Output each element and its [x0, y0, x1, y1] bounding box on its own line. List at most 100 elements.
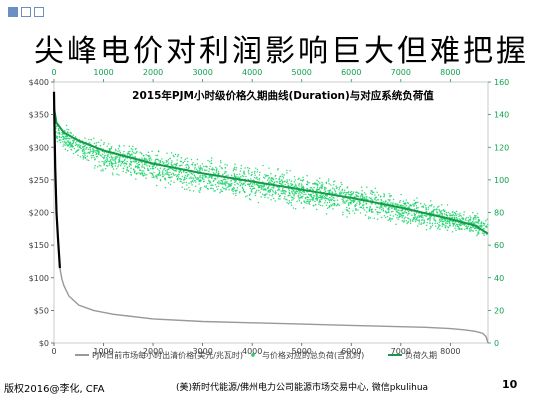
load-scatter-point: [156, 177, 158, 179]
load-scatter-point: [467, 221, 470, 223]
load-scatter-point: [387, 207, 390, 209]
load-scatter-point: [210, 176, 213, 178]
load-scatter-point: [415, 212, 418, 214]
load-scatter-point: [307, 196, 310, 199]
load-scatter-point: [208, 175, 211, 177]
load-scatter-point: [306, 202, 308, 205]
load-scatter-point: [129, 154, 131, 157]
load-scatter-point: [181, 164, 183, 166]
load-scatter-point: [400, 204, 403, 206]
load-scatter-point: [417, 215, 420, 217]
load-scatter-point: [238, 177, 241, 179]
right-y-tick-label: 60: [494, 241, 504, 250]
load-scatter-point: [73, 140, 75, 142]
load-scatter-point: [184, 158, 187, 160]
load-scatter-point: [309, 200, 312, 202]
load-scatter-point: [338, 187, 341, 189]
load-scatter-point: [332, 181, 335, 183]
load-scatter-point: [236, 187, 239, 189]
load-scatter-point: [403, 217, 406, 219]
load-scatter-point: [293, 197, 295, 199]
load-scatter-point: [122, 170, 124, 173]
load-scatter-point: [210, 168, 213, 171]
load-scatter-point: [199, 175, 201, 178]
load-scatter-point: [167, 163, 169, 166]
load-scatter-point: [465, 219, 467, 221]
load-scatter-point: [418, 219, 421, 221]
load-scatter-point: [142, 175, 145, 177]
load-scatter-point: [74, 136, 77, 138]
load-scatter-point: [302, 195, 304, 198]
load-scatter-point: [89, 146, 91, 149]
load-scatter-point: [415, 204, 418, 207]
load-scatter-point: [288, 201, 291, 204]
load-scatter-point: [236, 173, 238, 176]
load-scatter-point: [323, 187, 326, 189]
load-scatter-point: [167, 171, 169, 174]
load-scatter-point: [109, 153, 112, 155]
load-scatter-point: [304, 201, 306, 204]
load-scatter-point: [325, 204, 328, 207]
load-scatter-point: [149, 167, 152, 170]
load-scatter-point: [106, 158, 108, 161]
left-y-tick-label: $50: [34, 306, 49, 315]
load-scatter-point: [392, 202, 394, 204]
load-scatter-point: [203, 165, 205, 168]
load-scatter-point: [227, 185, 230, 188]
load-scatter-point: [300, 191, 302, 193]
load-scatter-point: [214, 183, 217, 186]
load-scatter-point: [130, 167, 132, 170]
load-scatter-point: [106, 165, 108, 167]
load-scatter-point: [129, 150, 131, 153]
load-scatter-point: [154, 166, 157, 169]
load-scatter-point: [199, 165, 202, 167]
load-scatter-point: [162, 170, 164, 172]
load-scatter-point: [481, 232, 484, 234]
load-scatter-point: [369, 206, 371, 209]
load-scatter-point: [194, 166, 196, 169]
load-scatter-point: [445, 214, 448, 217]
load-scatter-point: [169, 176, 172, 178]
load-scatter-point: [355, 207, 357, 210]
load-scatter-point: [286, 199, 288, 201]
load-scatter-point: [270, 179, 273, 182]
load-scatter-point: [130, 147, 133, 150]
load-scatter-point: [84, 137, 86, 139]
load-scatter-point: [452, 225, 454, 227]
load-scatter-point: [342, 211, 344, 213]
load-scatter-point: [386, 215, 389, 218]
load-scatter-point: [233, 168, 236, 171]
load-scatter-point: [224, 184, 227, 187]
load-scatter-point: [286, 169, 288, 172]
load-scatter-point: [110, 148, 112, 150]
load-scatter-point: [458, 227, 461, 230]
load-scatter-point: [473, 217, 475, 220]
load-scatter-point: [329, 198, 332, 201]
load-scatter-point: [433, 206, 435, 208]
load-scatter-point: [470, 216, 472, 219]
load-scatter-point: [158, 150, 160, 153]
load-scatter-point: [281, 179, 283, 181]
load-scatter-point: [100, 139, 102, 141]
load-scatter-point: [176, 159, 178, 161]
load-scatter-point: [343, 201, 346, 203]
load-scatter-point: [119, 161, 121, 163]
load-scatter-point: [223, 187, 225, 190]
load-scatter-point: [438, 221, 441, 223]
load-scatter-point: [294, 179, 297, 181]
load-scatter-point: [198, 189, 200, 192]
load-scatter-point: [173, 163, 175, 165]
load-scatter-point: [104, 154, 106, 157]
load-scatter-point: [97, 141, 100, 144]
load-scatter-point: [374, 203, 377, 205]
load-scatter-point: [268, 167, 270, 169]
load-scatter-point: [179, 177, 181, 180]
load-scatter-point: [306, 198, 309, 201]
load-scatter-point: [205, 186, 207, 188]
load-scatter-point: [315, 194, 318, 196]
load-scatter-point: [258, 177, 261, 180]
top-x-tick-label: 0: [51, 68, 56, 77]
load-scatter-point: [217, 170, 220, 173]
load-scatter-point: [271, 189, 274, 192]
